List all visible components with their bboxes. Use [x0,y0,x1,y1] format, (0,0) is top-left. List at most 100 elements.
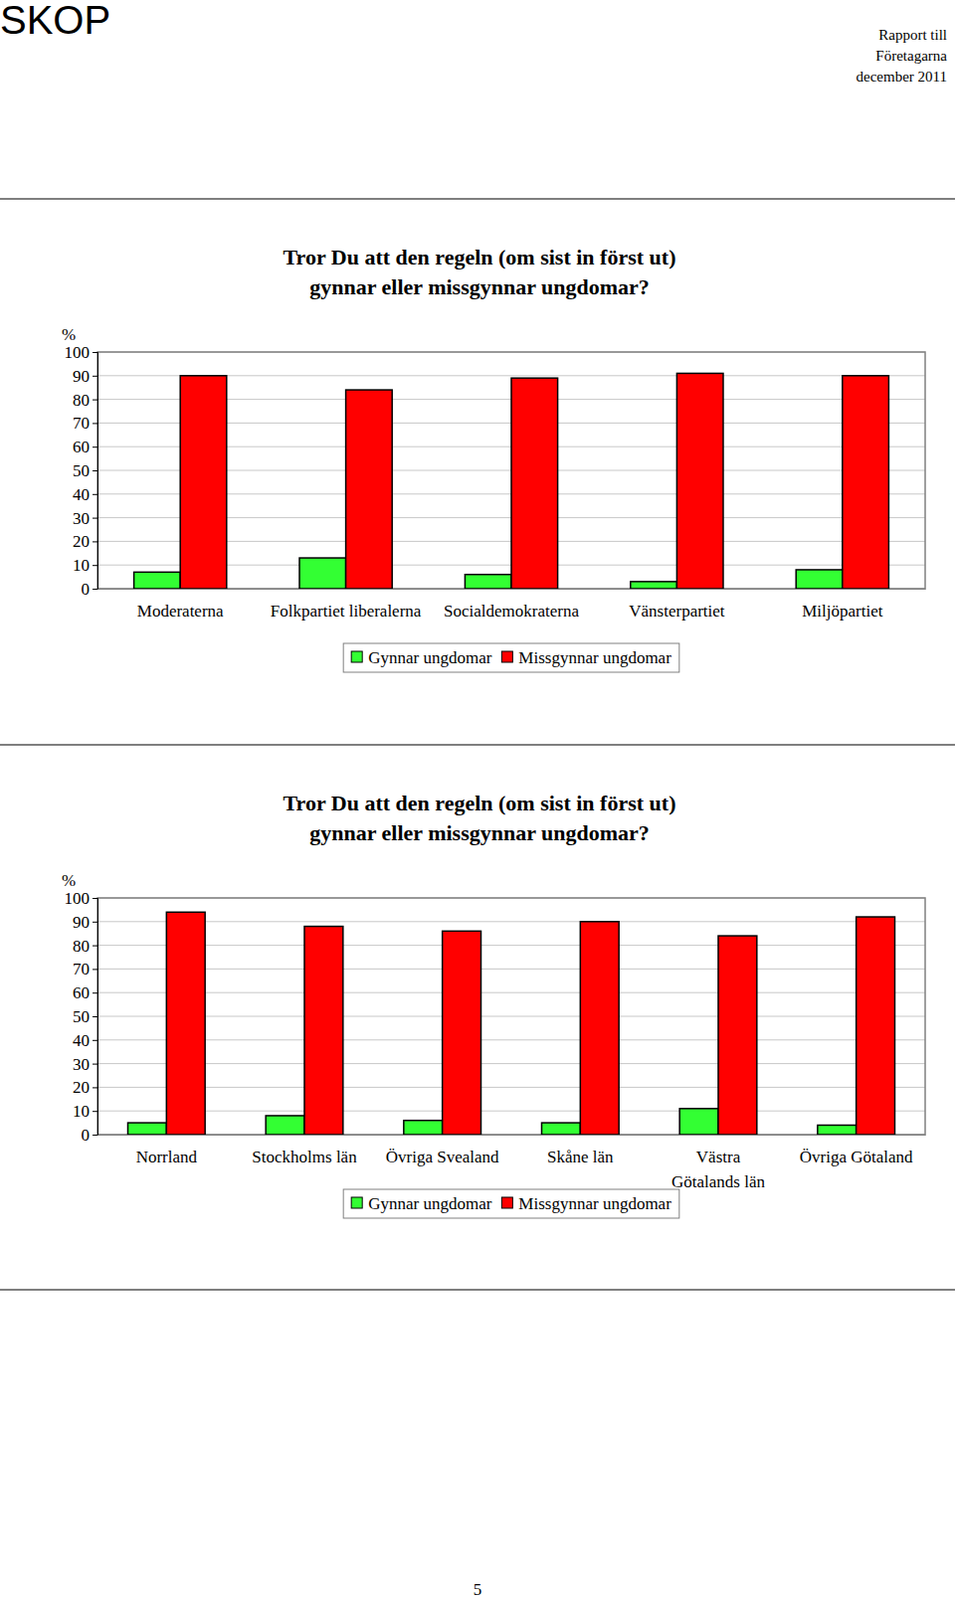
grid-line [97,1039,926,1041]
x-tick-label: Folkpartiet liberalerna [270,601,422,621]
y-tick-label: 70 [72,413,90,433]
x-tick-label: Skåne län [547,1147,614,1167]
bar [304,927,344,1136]
bars [128,912,896,1136]
bar [265,1116,305,1136]
y-tick-mark [92,399,98,401]
legend-swatch [351,651,363,663]
y-tick-label: 50 [72,1007,90,1027]
y-tick-mark [92,518,98,520]
page: SKOPRapport tillFöretagarnadecember 2011… [0,0,955,1600]
plot-frame [97,898,926,1136]
x-tick: Folkpartiet liberalerna [270,588,422,621]
y-tick: 50 [72,461,98,481]
y-axis-label: % [61,871,76,891]
grid-line [97,1016,926,1018]
grid-line [97,1063,926,1065]
bar [299,558,347,589]
y-tick: 20 [72,1078,98,1098]
y-tick-label: 30 [72,509,90,529]
bar [842,376,890,589]
y-tick-mark [92,1111,98,1113]
x-tick: Övriga Svealand [385,1135,500,1167]
logo: SKOP [0,0,111,42]
y-tick-mark [92,1064,98,1066]
bar [795,570,843,589]
bar [403,1121,443,1136]
x-tick: Norrland [136,1135,198,1167]
y-tick-mark [92,1135,98,1137]
y-tick-label: 80 [72,390,90,410]
x-tick-label: Moderaterna [137,601,224,621]
chart: Tror Du att den regeln (om sist in först… [61,790,927,1219]
x-tick-label: Norrland [136,1147,198,1167]
y-tick: 80 [72,937,98,956]
y-tick-mark [92,1016,98,1018]
y-tick-label: 40 [72,485,90,505]
x-tick-label: Socialdemokraterna [443,601,579,621]
grid-line [97,992,926,994]
chart-title: Tror Du att den regeln (om sist in först… [283,790,677,846]
y-tick: 40 [72,1031,98,1051]
y-tick-mark [92,588,98,590]
bar [511,378,559,589]
y-tick-label: 100 [64,889,91,909]
y-tick: 20 [72,532,98,552]
x-axis: NorrlandStockholms länÖvriga SvealandSkå… [98,1135,927,1192]
y-tick: 10 [72,556,98,575]
x-tick: VästraGötalands län [671,1135,765,1192]
legend-swatch [501,651,513,663]
legend-box [343,643,680,673]
y-tick-mark [92,565,98,567]
y-tick-label: 90 [72,913,90,933]
bar [134,572,182,589]
y-tick: 0 [81,1126,99,1146]
legend-label: Missgynnar ungdomar [518,648,672,668]
x-axis-line [98,588,927,590]
legend: Gynnar ungdomar Missgynnar ungdomar [343,1189,680,1219]
legend-swatch [501,1197,513,1209]
y-tick-mark [92,352,98,354]
x-tick: Miljöpartiet [801,588,883,621]
x-tick-label: Övriga Götaland [799,1147,914,1167]
y-tick: 30 [72,1055,98,1075]
y-tick-label: 60 [72,437,90,457]
y-tick-label: 90 [72,367,90,386]
y-tick-mark [92,992,98,994]
bars [134,373,890,589]
chart: Tror Du att den regeln (om sist in först… [61,244,927,673]
legend-swatch [351,1197,363,1209]
legend-item: Gynnar ungdomar [351,1194,493,1214]
bar [630,581,678,589]
y-tick-mark [92,946,98,948]
bar [718,936,758,1136]
y-tick-label: 20 [72,1078,90,1098]
y-axis-line [92,899,99,1137]
y-tick-label: 0 [81,579,91,599]
grid [97,352,926,589]
legend-label: Gynnar ungdomar [368,1194,493,1214]
grid-line [97,1111,926,1113]
bar [346,389,393,589]
grid-line [97,1087,926,1089]
legend-box [343,1189,680,1219]
plot-frame [97,352,926,589]
bar [542,1123,581,1136]
y-tick-label: 50 [72,461,90,481]
x-tick-label: Övriga Svealand [385,1147,500,1167]
bar [817,1125,857,1136]
y-tick-label: 0 [81,1126,91,1146]
grid-line [97,921,926,923]
y-tick-mark [92,446,98,448]
y-axis-line [92,353,99,590]
x-tick: Socialdemokraterna [443,588,579,621]
y-tick-mark [92,494,98,496]
legend-label: Missgynnar ungdomar [518,1194,672,1214]
y-tick-mark [92,422,98,424]
y-tick-mark [92,376,98,378]
x-axis-line [98,1135,927,1137]
rule [0,197,955,199]
bar [442,931,482,1136]
y-tick-label: 60 [72,983,90,1003]
y-tick-mark [92,898,98,900]
